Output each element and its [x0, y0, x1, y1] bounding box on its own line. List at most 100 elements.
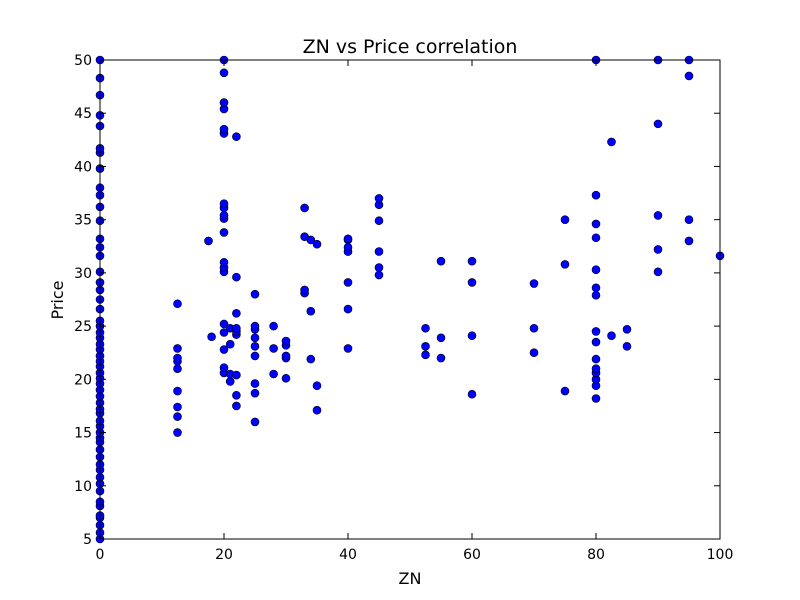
y-tick-label: 35: [74, 213, 92, 229]
data-point: [300, 203, 309, 213]
x-axis-ticks: 0 20 40 60 80 100: [96, 60, 734, 563]
data-point: [374, 194, 384, 203]
y-tick-label: 20: [74, 372, 92, 388]
data-point: [467, 256, 477, 266]
data-point: [232, 309, 241, 318]
data-point: [173, 428, 182, 437]
y-tick-label: 40: [74, 159, 92, 175]
data-point: [343, 234, 353, 244]
data-point: [173, 412, 182, 421]
y-tick-label: 50: [74, 53, 92, 69]
data-point: [560, 260, 570, 269]
data-point: [607, 137, 616, 147]
data-point: [173, 364, 182, 373]
data-point: [591, 233, 601, 243]
data-point: [281, 336, 291, 346]
data-point: [232, 390, 241, 400]
data-point: [306, 235, 316, 245]
data-point: [232, 132, 241, 141]
data-point: [281, 373, 291, 383]
data-point: [591, 190, 601, 200]
data-point: [250, 289, 260, 299]
data-point: [250, 351, 260, 361]
data-point: [343, 304, 353, 314]
data-point: [591, 394, 601, 403]
data-point: [306, 306, 316, 316]
data-point: [622, 342, 632, 351]
data-point: [343, 278, 353, 287]
data-point: [343, 243, 353, 252]
data-point: [219, 199, 229, 208]
data-point: [232, 401, 241, 411]
chart-title: ZN vs Price correlation: [303, 36, 518, 58]
data-point: [225, 377, 235, 386]
data-point: [653, 267, 663, 277]
data-point: [269, 344, 278, 353]
data-point: [250, 388, 260, 398]
data-point: [591, 327, 601, 336]
y-axis-title: Price: [48, 280, 67, 319]
data-point: [300, 285, 309, 295]
data-point: [467, 278, 477, 287]
data-point: [529, 323, 539, 333]
data-point: [173, 353, 182, 363]
data-point: [232, 323, 241, 333]
data-point: [560, 215, 570, 224]
data-point: [591, 283, 601, 293]
data-point: [312, 239, 322, 249]
x-tick-label: 20: [215, 547, 233, 563]
data-point: [219, 68, 229, 78]
data-point: [219, 257, 229, 267]
data-point: [607, 331, 616, 340]
data-point: [467, 389, 477, 399]
data-point: [622, 325, 632, 334]
data-point: [219, 319, 229, 329]
y-axis-ticks: 5 10 15 20 25 30 35 40 45 50: [74, 53, 720, 548]
data-point: [343, 344, 353, 353]
data-point: [684, 236, 694, 246]
x-tick-label: 100: [707, 547, 734, 563]
data-point: [219, 211, 229, 220]
data-point: [374, 263, 384, 272]
data-point: [219, 228, 229, 237]
x-axis-title: ZN: [399, 569, 422, 588]
data-point: [421, 323, 430, 333]
y-tick-label: 45: [74, 106, 92, 122]
data-point: [374, 270, 384, 280]
data-point: [219, 124, 229, 134]
x-tick-label: 60: [463, 547, 481, 563]
data-point: [219, 345, 229, 354]
data-point: [591, 219, 601, 229]
data-point: [250, 342, 260, 351]
data-point: [173, 344, 182, 353]
data-point: [219, 363, 229, 372]
data-point: [591, 354, 601, 364]
data-point: [421, 350, 430, 360]
data-point: [232, 272, 241, 282]
data-point: [529, 348, 539, 358]
data-point: [436, 333, 446, 343]
data-point: [312, 405, 322, 415]
data-point: [173, 299, 182, 309]
data-point: [374, 216, 384, 226]
data-point: [421, 342, 430, 351]
data-point: [250, 333, 260, 343]
data-point: [591, 265, 601, 274]
data-point: [312, 381, 322, 391]
x-tick-label: 80: [587, 547, 605, 563]
data-point: [204, 236, 213, 246]
plot-frame: [99, 59, 721, 540]
data-point: [591, 290, 601, 300]
x-tick-label: 0: [96, 547, 105, 563]
data-point: [653, 211, 663, 220]
y-tick-label: 15: [74, 426, 92, 442]
data-point: [269, 369, 278, 379]
data-point: [173, 386, 182, 396]
data-point: [269, 321, 278, 331]
data-point: [591, 364, 601, 373]
data-point: [529, 279, 539, 288]
y-tick-label: 30: [74, 266, 92, 282]
data-point: [207, 332, 216, 342]
